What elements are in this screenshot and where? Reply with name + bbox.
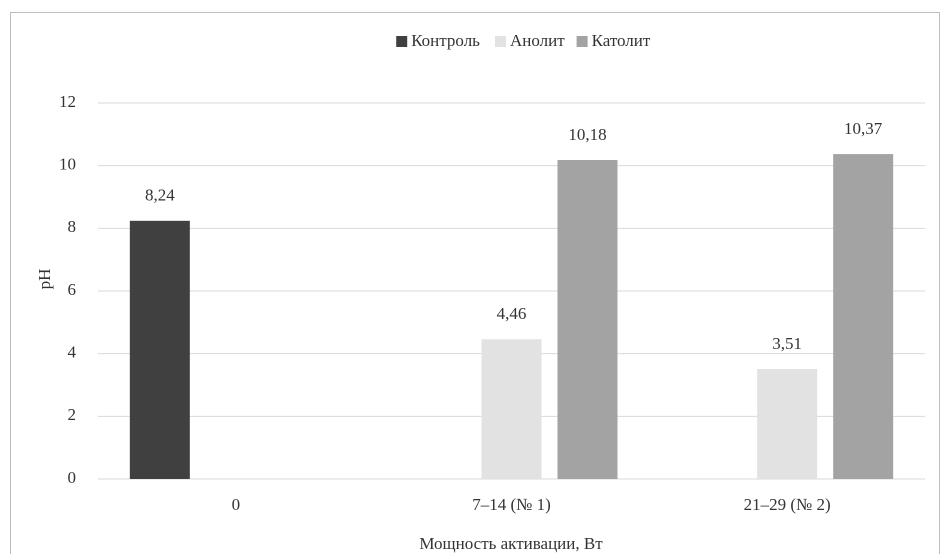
y-tick-label: 4 [68,343,77,362]
legend-label: Католит [592,31,651,50]
legend-label: Анолит [510,31,565,50]
bar [557,160,618,479]
x-tick-label: 21–29 (№ 2) [744,495,831,514]
y-tick-label: 2 [68,405,77,424]
legend-swatch [495,36,506,47]
x-axis-label: Мощность активации, Вт [419,534,603,553]
x-tick-label: 0 [232,495,241,514]
x-tick-label: 7–14 (№ 1) [472,495,551,514]
y-axis-label: pH [35,269,54,290]
bar [129,220,190,479]
data-label: 10,18 [568,125,606,144]
data-label: 4,46 [497,304,527,323]
legend-swatch [396,36,408,47]
legend-label: Контроль [411,31,480,50]
y-tick-label: 0 [68,468,77,487]
data-label: 10,37 [844,119,883,138]
bar [757,369,818,479]
data-label: 3,51 [772,334,802,353]
legend-swatch [576,36,588,47]
data-label: 8,24 [145,186,175,205]
bar [481,339,542,479]
y-tick-label: 12 [59,92,76,111]
y-tick-label: 10 [59,155,76,174]
bar [833,154,894,479]
y-tick-label: 8 [68,217,77,236]
y-tick-label: 6 [68,280,77,299]
